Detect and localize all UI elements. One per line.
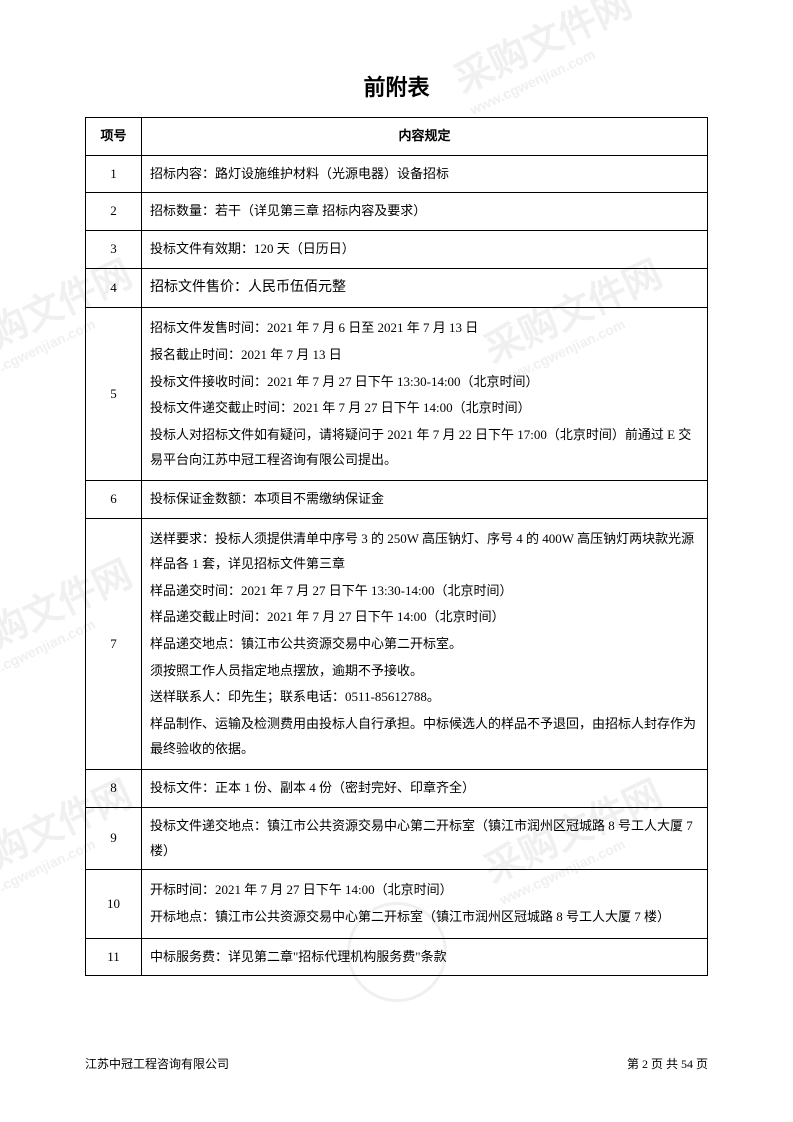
- table-row: 10 开标时间：2021 年 7 月 27 日下午 14:00（北京时间） 开标…: [86, 870, 708, 938]
- row-content: 招标数量：若干（详见第三章 招标内容及要求）: [142, 193, 708, 231]
- row-content: 招标文件发售时间：2021 年 7 月 6 日至 2021 年 7 月 13 日…: [142, 308, 708, 481]
- row-num: 5: [86, 308, 142, 481]
- table-row: 8 投标文件：正本 1 份、副本 4 份（密封完好、印章齐全）: [86, 770, 708, 808]
- row-content: 投标文件递交地点：镇江市公共资源交易中心第二开标室（镇江市润州区冠城路 8 号工…: [142, 808, 708, 870]
- schedule-table: 项号 内容规定 1 招标内容：路灯设施维护材料（光源电器）设备招标 2 招标数量…: [85, 117, 708, 976]
- row-content: 开标时间：2021 年 7 月 27 日下午 14:00（北京时间） 开标地点：…: [142, 870, 708, 938]
- row-content: 投标保证金数额：本项目不需缴纳保证金: [142, 481, 708, 519]
- row-num: 6: [86, 481, 142, 519]
- row-num: 8: [86, 770, 142, 808]
- row-num: 4: [86, 268, 142, 308]
- footer-company: 江苏中冠工程咨询有限公司: [85, 1055, 229, 1072]
- row-content: 招标内容：路灯设施维护材料（光源电器）设备招标: [142, 155, 708, 193]
- row-num: 11: [86, 938, 142, 976]
- row-content: 投标文件有效期：120 天（日历日）: [142, 231, 708, 269]
- row-num: 1: [86, 155, 142, 193]
- row-content: 送样要求：投标人须提供清单中序号 3 的 250W 高压钠灯、序号 4 的 40…: [142, 519, 708, 770]
- table-row: 4 招标文件售价：人民币伍佰元整: [86, 268, 708, 308]
- table-row: 1 招标内容：路灯设施维护材料（光源电器）设备招标: [86, 155, 708, 193]
- footer-page-number: 第 2 页 共 54 页: [627, 1055, 708, 1072]
- row-num: 9: [86, 808, 142, 870]
- row-content: 招标文件售价：人民币伍佰元整: [142, 268, 708, 308]
- table-row: 2 招标数量：若干（详见第三章 招标内容及要求）: [86, 193, 708, 231]
- table-row: 11 中标服务费：详见第二章"招标代理机构服务费"条款: [86, 938, 708, 976]
- table-row: 7 送样要求：投标人须提供清单中序号 3 的 250W 高压钠灯、序号 4 的 …: [86, 519, 708, 770]
- row-num: 10: [86, 870, 142, 938]
- row-content: 投标文件：正本 1 份、副本 4 份（密封完好、印章齐全）: [142, 770, 708, 808]
- row-num: 3: [86, 231, 142, 269]
- table-row: 6 投标保证金数额：本项目不需缴纳保证金: [86, 481, 708, 519]
- table-row: 9 投标文件递交地点：镇江市公共资源交易中心第二开标室（镇江市润州区冠城路 8 …: [86, 808, 708, 870]
- row-num: 2: [86, 193, 142, 231]
- header-col-content: 内容规定: [142, 118, 708, 156]
- table-row: 3 投标文件有效期：120 天（日历日）: [86, 231, 708, 269]
- row-num: 7: [86, 519, 142, 770]
- page-title: 前附表: [85, 70, 708, 102]
- table-row: 5 招标文件发售时间：2021 年 7 月 6 日至 2021 年 7 月 13…: [86, 308, 708, 481]
- header-col-num: 项号: [86, 118, 142, 156]
- row-content: 中标服务费：详见第二章"招标代理机构服务费"条款: [142, 938, 708, 976]
